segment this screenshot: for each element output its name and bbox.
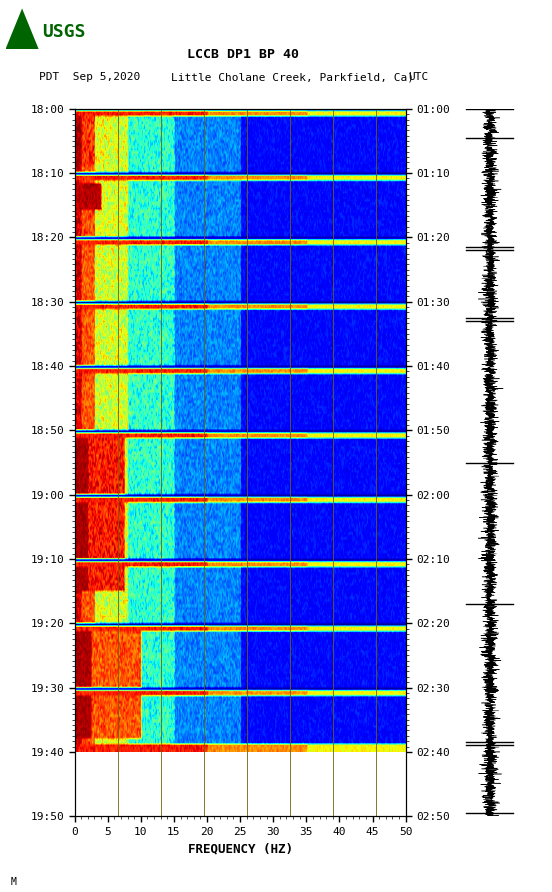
Text: M: M <box>11 877 17 887</box>
X-axis label: FREQUENCY (HZ): FREQUENCY (HZ) <box>188 842 293 855</box>
Polygon shape <box>6 9 39 49</box>
Text: USGS: USGS <box>42 22 86 41</box>
Text: Little Cholane Creek, Parkfield, Ca): Little Cholane Creek, Parkfield, Ca) <box>171 72 414 82</box>
Text: UTC: UTC <box>408 72 429 82</box>
Text: LCCB DP1 BP 40: LCCB DP1 BP 40 <box>187 47 299 61</box>
Text: PDT  Sep 5,2020: PDT Sep 5,2020 <box>39 72 140 82</box>
